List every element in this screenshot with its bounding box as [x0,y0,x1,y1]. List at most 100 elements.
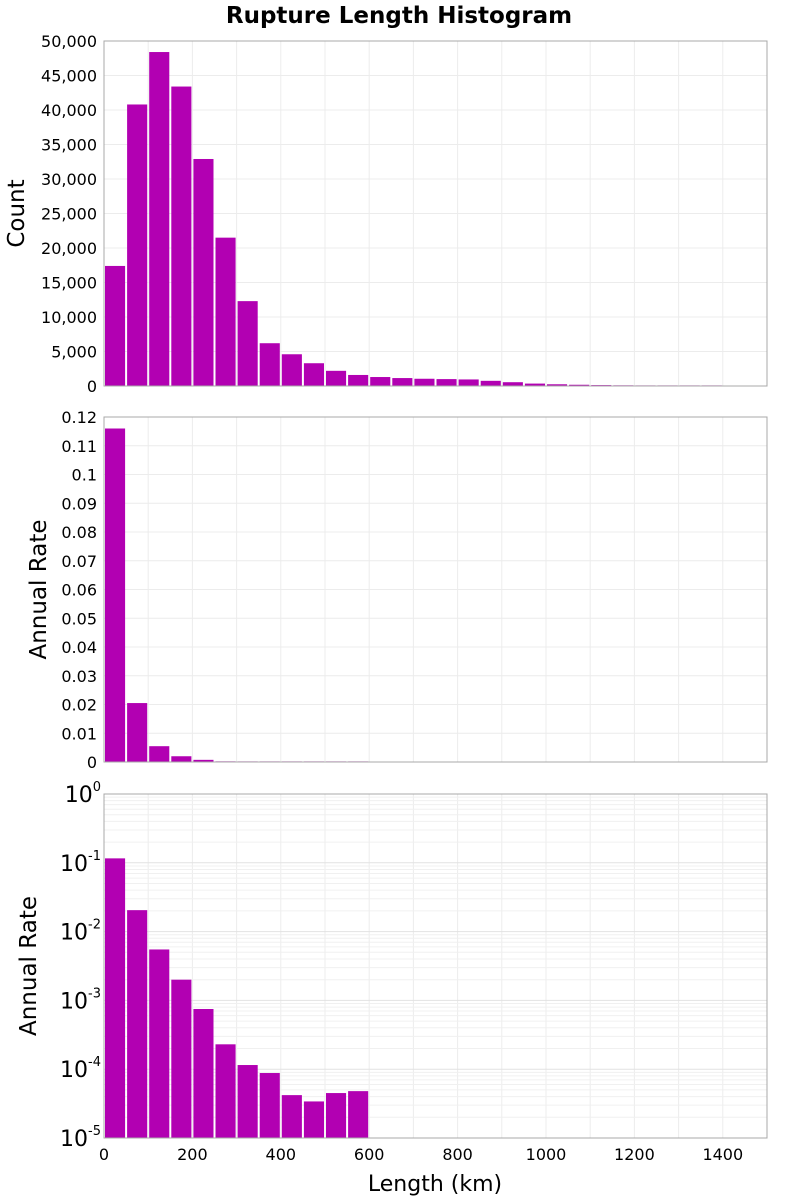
bar [127,703,148,762]
y-tick-label: 10-2 [60,918,101,946]
bar [303,363,324,386]
y-axis-label-rate-log: Annual Rate [16,896,42,1036]
y-tick-label: 15,000 [41,274,97,293]
bar [502,382,523,386]
bar [171,86,192,386]
x-tick-label: 400 [266,1145,297,1164]
y-tick-label: 0 [87,753,97,772]
bar [237,1065,258,1138]
y-tick-label: 10-4 [60,1055,101,1083]
plot-frame [103,40,768,387]
y-tick-base: 10 [65,783,93,808]
y-ticks-rate-linear: 0 0.01 0.02 0.03 0.04 0.05 0.06 0.07 0.08 0.09 0.1… [61,408,97,772]
x-ticks: 0 200 400 600 800 1000 1200 1400 [99,1145,743,1164]
bars-rate-log [105,858,369,1138]
y-tick-label: 0.02 [61,696,97,715]
x-tick-label: 1000 [526,1145,567,1164]
y-tick-label: 35,000 [41,136,97,155]
x-tick-label: 800 [442,1145,473,1164]
bars-rate-linear [105,428,369,762]
x-tick-label: 600 [354,1145,385,1164]
y-tick-exponent: -5 [88,1124,101,1139]
y-tick-label: 40,000 [41,101,97,120]
y-tick-label: 0.01 [61,724,97,743]
bar [458,379,479,386]
y-tick-label: 0.07 [61,552,97,571]
bar [193,759,214,762]
y-tick-label: 0.1 [72,466,97,485]
bar [436,379,457,386]
bar [281,1095,302,1138]
panel-count: 0 5,000 10,000 15,000 20,000 25,000 30,000 35,0… [4,32,768,396]
grid-rate-linear [104,416,767,762]
bar [171,979,192,1138]
y-tick-exponent: -2 [88,918,101,933]
bar [215,237,236,386]
bar [171,756,192,762]
y-tick-label: 20,000 [41,239,97,258]
y-tick-label: 25,000 [41,205,97,224]
bar [105,428,126,762]
bar [414,378,435,386]
bar [326,1093,347,1138]
y-axis-label-rate-linear: Annual Rate [26,520,52,660]
bar [326,370,347,386]
y-tick-label: 0.09 [61,494,97,513]
bar [149,746,170,762]
x-tick-label: 1200 [614,1145,655,1164]
y-tick-label: 10-5 [60,1124,101,1152]
y-tick-label: 0.06 [61,581,97,600]
y-tick-label: 0.03 [61,667,97,686]
y-tick-label: 10-3 [60,986,101,1014]
bar [524,383,545,386]
bar [127,910,148,1138]
bar [149,52,170,386]
y-tick-label: 0.08 [61,523,97,542]
y-tick-label: 0.04 [61,638,97,657]
x-tick-label: 200 [177,1145,208,1164]
y-tick-label: 0.12 [61,408,97,427]
bar [480,380,501,386]
y-tick-label: 0.05 [61,609,97,628]
bar [569,384,590,386]
y-tick-label: 10-1 [60,849,101,877]
y-tick-exponent: -1 [88,849,101,864]
x-tick-label: 0 [99,1145,109,1164]
y-tick-base: 10 [60,1127,88,1152]
y-tick-base: 10 [60,1058,88,1083]
y-tick-label: 0.11 [61,437,97,456]
bar [281,354,302,386]
bar [348,374,369,386]
y-tick-label: 0 [87,377,97,396]
bar [348,1091,369,1138]
bar [259,1073,280,1138]
x-tick-label: 1400 [702,1145,743,1164]
panel-rate-linear: 0 0.01 0.02 0.03 0.04 0.05 0.06 0.07 0.08 0.09 0.1… [26,408,768,772]
y-tick-label: 100 [65,780,101,808]
x-axis-label: Length (km) [368,1172,502,1197]
grid-count [104,40,767,386]
bar [370,377,391,386]
y-tick-label: 45,000 [41,67,97,86]
y-tick-exponent: 0 [93,780,101,795]
y-tick-label: 50,000 [41,32,97,51]
grid-rate-log [104,794,767,1138]
y-tick-label: 10,000 [41,308,97,327]
plot-frame [103,416,768,763]
bar [127,104,148,386]
y-tick-base: 10 [60,921,88,946]
bar [303,1101,324,1138]
bars-count [105,52,722,386]
bar [392,378,413,386]
bar [149,949,170,1138]
bar [259,343,280,386]
y-tick-exponent: -4 [88,1055,101,1070]
y-tick-exponent: -3 [88,986,101,1001]
y-tick-label: 5,000 [51,343,97,362]
y-tick-base: 10 [60,989,88,1014]
bar [193,1008,214,1138]
